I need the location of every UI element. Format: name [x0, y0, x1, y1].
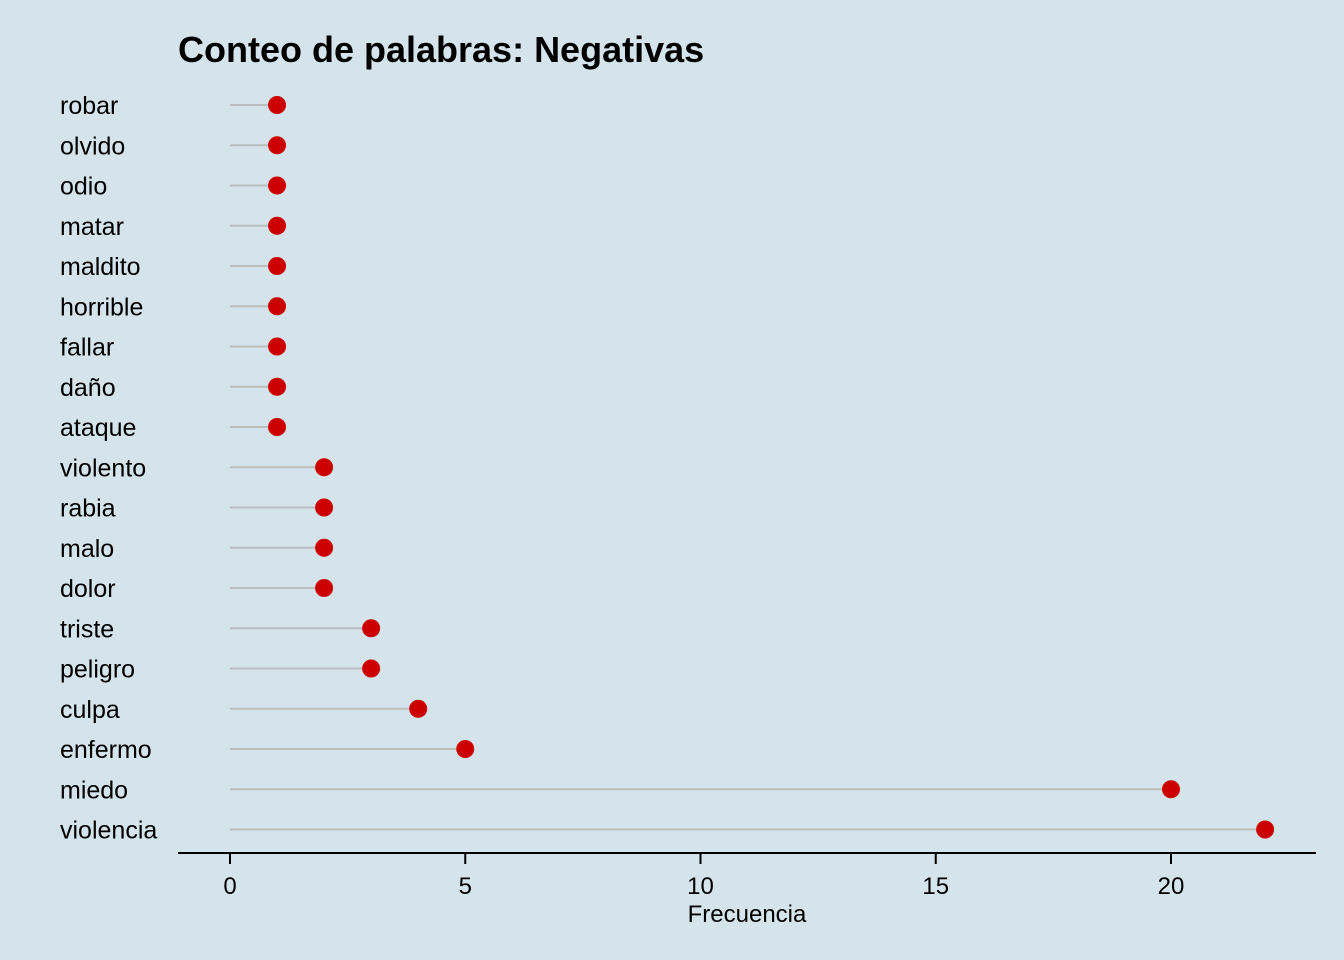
point-violencia: [1256, 820, 1275, 839]
category-label-triste: triste: [60, 615, 114, 643]
category-label-olvido: olvido: [60, 132, 125, 160]
category-label-horrible: horrible: [60, 293, 143, 321]
category-label-malo: malo: [60, 535, 114, 563]
points-group: [268, 96, 1275, 839]
point-violento: [315, 458, 334, 477]
point-odio: [268, 176, 287, 195]
x-tick-label-20: 20: [1158, 873, 1185, 900]
point-horrible: [268, 297, 287, 316]
point-daño: [268, 377, 287, 396]
point-peligro: [362, 659, 381, 678]
point-rabia: [315, 498, 334, 517]
x-axis-ticks: 0 5 10 15 20: [223, 853, 1184, 900]
category-label-maldito: maldito: [60, 253, 141, 281]
category-label-ataque: ataque: [60, 414, 136, 442]
category-label-peligro: peligro: [60, 656, 135, 684]
point-maldito: [268, 257, 287, 275]
category-label-robar: robar: [60, 92, 118, 120]
x-tick-label-15: 15: [922, 873, 949, 900]
point-ataque: [268, 418, 287, 436]
category-label-dolor: dolor: [60, 575, 116, 603]
category-label-rabia: rabia: [60, 495, 116, 523]
category-label-matar: matar: [60, 213, 124, 241]
category-label-enfermo: enfermo: [60, 736, 152, 764]
x-tick-label-0: 0: [223, 873, 236, 900]
point-matar: [268, 216, 287, 235]
point-olvido: [268, 136, 287, 155]
point-culpa: [409, 699, 428, 718]
category-label-culpa: culpa: [60, 696, 120, 724]
point-fallar: [268, 337, 287, 356]
point-dolor: [315, 579, 334, 597]
category-label-violencia: violencia: [60, 817, 157, 845]
category-labels: robar olvido odio matar maldito horrible falla…: [60, 92, 157, 845]
x-tick-label-5: 5: [459, 873, 472, 900]
category-label-odio: odio: [60, 173, 107, 201]
chart-title: Conteo de palabras: Negativas: [178, 29, 704, 70]
point-malo: [315, 538, 334, 557]
stems-group: [230, 104, 1266, 831]
point-triste: [362, 619, 381, 638]
x-tick-label-10: 10: [687, 873, 714, 900]
category-label-fallar: fallar: [60, 334, 114, 362]
point-robar: [268, 96, 287, 114]
category-label-violento: violento: [60, 454, 146, 482]
point-miedo: [1162, 780, 1180, 799]
category-label-daño: daño: [60, 374, 116, 402]
x-axis-title: Frecuencia: [688, 901, 807, 928]
category-label-miedo: miedo: [60, 776, 128, 804]
point-enfermo: [456, 740, 475, 758]
